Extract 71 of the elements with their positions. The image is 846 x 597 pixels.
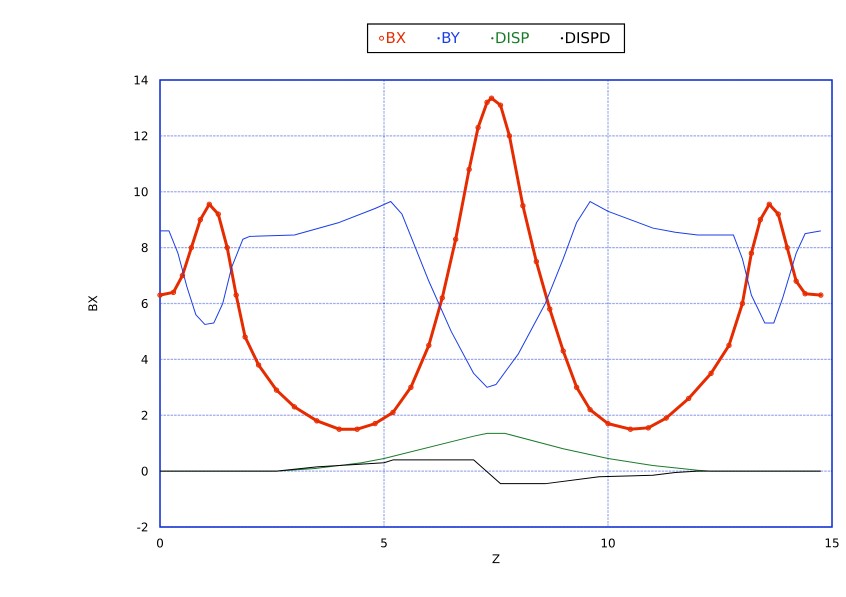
legend-label: DISPD: [566, 32, 610, 44]
point: [560, 348, 566, 354]
y-tick-label: 10: [134, 187, 148, 196]
point: [484, 100, 490, 106]
point: [466, 166, 472, 172]
point: [748, 250, 754, 256]
point: [157, 292, 163, 298]
x-tick-label: 0: [156, 538, 164, 548]
point: [534, 258, 540, 264]
point: [506, 133, 512, 139]
line-series: [160, 459, 822, 484]
point: [776, 211, 781, 217]
legend-label: BX: [387, 32, 406, 43]
point: [587, 406, 593, 412]
point: [818, 292, 824, 298]
point: [256, 362, 262, 368]
point: [498, 102, 504, 108]
point: [354, 426, 360, 432]
point: [726, 342, 732, 348]
point: [233, 292, 239, 298]
point: [793, 278, 799, 284]
point: [198, 216, 204, 222]
point: [188, 244, 194, 250]
point: [708, 370, 714, 376]
point: [784, 244, 790, 250]
point: [224, 244, 230, 250]
point: [664, 415, 669, 421]
point: [440, 295, 445, 301]
y-tick-label: 2: [142, 410, 148, 420]
point: [292, 404, 298, 410]
x-axis-title: Z: [492, 554, 500, 564]
point: [206, 202, 212, 207]
point: [408, 384, 414, 390]
point: [242, 334, 248, 340]
point: [686, 396, 692, 402]
legend-label: BY: [442, 32, 460, 43]
point: [574, 384, 580, 390]
x-tick-label: 5: [381, 538, 387, 548]
x-tick-label: 15: [826, 538, 839, 548]
point: [390, 410, 396, 416]
point: [547, 306, 552, 312]
point: [766, 202, 772, 207]
y-tick-label: -2: [137, 522, 148, 532]
point: [180, 272, 186, 278]
line-series: [160, 201, 822, 388]
point: [216, 211, 221, 217]
point: [372, 420, 378, 426]
point: [520, 203, 526, 208]
point: [170, 290, 176, 295]
y-tick-label: 8: [142, 243, 148, 252]
point: [802, 291, 808, 296]
y-tick-label: 0: [142, 466, 148, 476]
point: [758, 216, 764, 222]
point: [646, 425, 652, 430]
point: [336, 426, 342, 432]
point: [274, 387, 280, 393]
point: [475, 124, 481, 130]
legend-label: DISP: [496, 32, 529, 44]
x-tick-label: 10: [602, 538, 615, 548]
point: [488, 95, 494, 101]
point: [314, 418, 320, 424]
point: [740, 300, 746, 306]
y-tick-label: 14: [134, 76, 148, 84]
y-tick-label: 6: [142, 298, 148, 308]
y-tick-label: 12: [134, 131, 148, 140]
y-axis-title: BX: [88, 296, 98, 311]
point: [452, 236, 458, 242]
point: [605, 420, 611, 426]
y-tick-label: 4: [141, 355, 148, 364]
point: [426, 342, 432, 348]
point: [628, 426, 634, 432]
